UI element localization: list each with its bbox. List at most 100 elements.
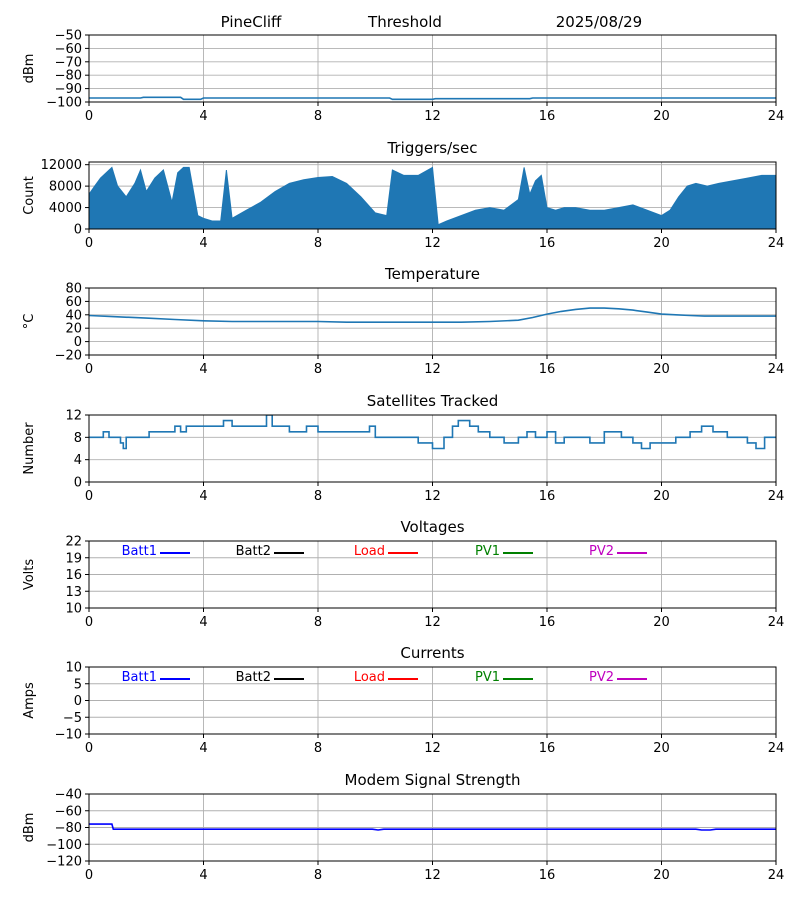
- y-tick-label: −5: [63, 711, 82, 726]
- x-tick-label: 12: [424, 741, 441, 756]
- y-tick-label: 40: [65, 308, 82, 323]
- y-tick-label: −90: [55, 82, 82, 97]
- y-tick-label: 10: [65, 661, 82, 676]
- x-tick-label: 8: [314, 868, 322, 883]
- x-tick-label: 0: [85, 741, 93, 756]
- x-tick-label: 12: [424, 236, 441, 251]
- y-tick-label: 13: [65, 585, 82, 600]
- series-modem-line: [89, 823, 776, 831]
- y-axis-label: dBm: [22, 813, 37, 843]
- y-tick-label: 0: [74, 223, 82, 238]
- y-tick-label: 12: [65, 409, 82, 424]
- panel-title: Modem Signal Strength: [345, 771, 521, 789]
- x-tick-label: 16: [539, 362, 556, 377]
- y-axis-label: Count: [22, 176, 37, 215]
- y-tick-label: 0: [74, 335, 82, 350]
- trigger-mode: Threshold: [367, 13, 442, 31]
- x-tick-label: 16: [539, 236, 556, 251]
- x-tick-label: 20: [653, 489, 670, 504]
- x-tick-label: 0: [85, 236, 93, 251]
- panel-satellites: 0 4 8 12 16 20 24 12 8 4 0 Satellites Tracked Number: [22, 392, 784, 504]
- legend-label: Load: [354, 670, 385, 685]
- legend-label: PV1: [475, 544, 500, 559]
- y-tick-label: −100: [46, 96, 82, 111]
- x-tick-label: 0: [85, 868, 93, 883]
- series-satellites-line: [89, 415, 776, 450]
- y-tick-label: 8: [74, 431, 82, 446]
- x-tick-label: 12: [424, 868, 441, 883]
- x-tick-label: 24: [768, 109, 785, 124]
- y-tick-label: 22: [65, 535, 82, 550]
- x-tick-label: 8: [314, 362, 322, 377]
- x-tick-label: 8: [314, 741, 322, 756]
- x-tick-label: 12: [424, 489, 441, 504]
- x-tick-label: 20: [653, 109, 670, 124]
- x-tick-label: 0: [85, 109, 93, 124]
- series-triggers-area: [89, 166, 776, 229]
- y-axis-label: Volts: [22, 559, 37, 591]
- y-tick-label: 4000: [49, 201, 82, 216]
- y-axis-label: dBm: [22, 54, 37, 84]
- x-tick-label: 24: [768, 236, 785, 251]
- y-tick-label: 12000: [41, 158, 82, 173]
- x-tick-label: 8: [314, 109, 322, 124]
- x-tick-label: 20: [653, 615, 670, 630]
- x-tick-label: 4: [199, 615, 207, 630]
- y-tick-label: 20: [65, 322, 82, 337]
- legend-label: PV1: [475, 670, 500, 685]
- y-tick-label: −10: [55, 728, 82, 743]
- panel-title: Temperature: [384, 265, 480, 283]
- panel-triggers: 0 4 8 12 16 20 24 0 4000 8000 12000 Triggers/sec Cou…: [22, 139, 784, 251]
- y-tick-label: 16: [65, 568, 82, 583]
- y-tick-label: −60: [55, 804, 82, 819]
- x-tick-label: 20: [653, 236, 670, 251]
- y-tick-label: 10: [65, 602, 82, 617]
- legend-label: Batt1: [122, 670, 157, 685]
- y-tick-label: 4: [74, 453, 82, 468]
- y-tick-label: −70: [55, 55, 82, 70]
- panel-title: Currents: [400, 644, 464, 662]
- x-tick-label: 16: [539, 868, 556, 883]
- y-tick-label: −120: [46, 855, 82, 870]
- x-tick-label: 24: [768, 362, 785, 377]
- x-tick-label: 16: [539, 741, 556, 756]
- panel-title: Satellites Tracked: [367, 392, 498, 410]
- y-tick-label: −80: [55, 821, 82, 836]
- x-tick-label: 20: [653, 868, 670, 883]
- x-tick-label: 24: [768, 741, 785, 756]
- y-axis-label: Amps: [22, 682, 37, 719]
- legend-label: Load: [354, 544, 385, 559]
- x-tick-label: 8: [314, 236, 322, 251]
- x-tick-label: 4: [199, 109, 207, 124]
- y-tick-label: 80: [65, 282, 82, 297]
- chart-date: 2025/08/29: [556, 13, 642, 31]
- x-tick-label: 0: [85, 615, 93, 630]
- x-tick-label: 24: [768, 868, 785, 883]
- x-tick-label: 4: [199, 362, 207, 377]
- legend-label: Batt2: [236, 544, 271, 559]
- panel-title: Voltages: [400, 518, 464, 536]
- x-tick-label: 4: [199, 868, 207, 883]
- y-tick-label: 0: [74, 694, 82, 709]
- y-tick-label: −40: [55, 788, 82, 803]
- y-tick-label: −80: [55, 69, 82, 84]
- x-tick-label: 16: [539, 109, 556, 124]
- x-tick-label: 24: [768, 489, 785, 504]
- panel-title: Triggers/sec: [387, 139, 478, 157]
- x-tick-label: 8: [314, 489, 322, 504]
- y-tick-label: 0: [74, 476, 82, 491]
- series-temperature-line: [89, 307, 776, 323]
- y-tick-label: 19: [65, 551, 82, 566]
- y-tick-label: −20: [55, 349, 82, 364]
- y-tick-label: 8000: [49, 180, 82, 195]
- x-tick-label: 20: [653, 362, 670, 377]
- legend-label: Batt2: [236, 670, 271, 685]
- x-tick-label: 20: [653, 741, 670, 756]
- y-tick-label: −60: [55, 42, 82, 57]
- station-name: PineCliff: [221, 13, 282, 31]
- y-tick-label: −100: [46, 838, 82, 853]
- legend-label: PV2: [589, 670, 614, 685]
